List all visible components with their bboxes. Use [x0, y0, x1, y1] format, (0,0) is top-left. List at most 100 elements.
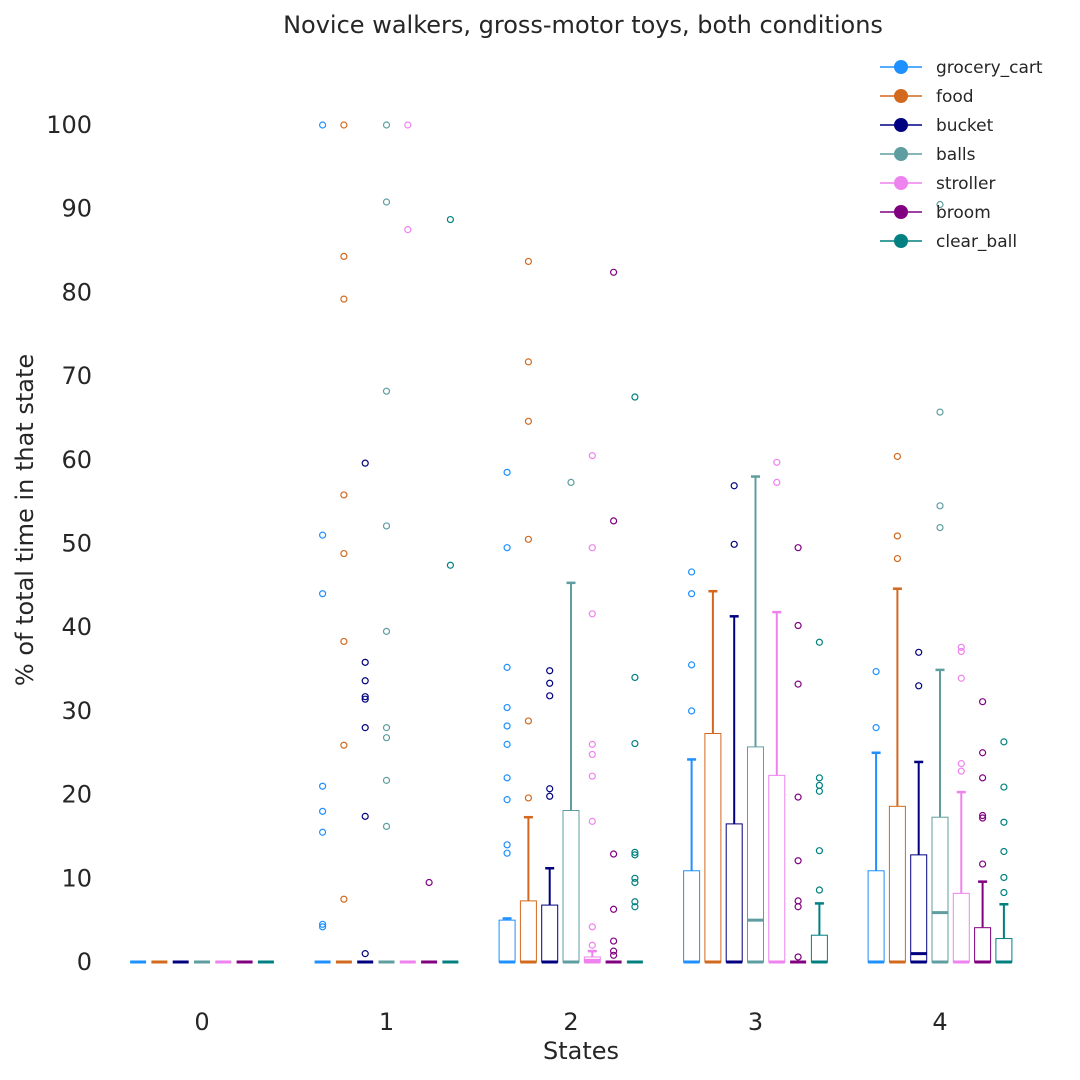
flier-point — [815, 787, 824, 795]
flier-point — [446, 215, 454, 224]
flier-point — [1000, 738, 1008, 746]
flier-point — [794, 680, 802, 688]
flier-point — [404, 226, 412, 234]
flier-point — [794, 793, 802, 801]
flier-point — [687, 590, 696, 598]
flier-point — [503, 663, 511, 671]
flier-point — [609, 951, 618, 959]
flier-point — [340, 491, 348, 499]
flier-point — [319, 920, 327, 928]
box-grocery-cart — [498, 468, 516, 964]
box-rect — [888, 805, 906, 963]
flier-point — [503, 544, 511, 552]
box-rect — [810, 934, 828, 963]
y-tick-label: 60 — [61, 446, 92, 474]
flier-point — [631, 673, 639, 682]
flier-point — [936, 200, 944, 209]
flier-point — [546, 667, 554, 675]
flier-point — [446, 561, 454, 569]
flier-point — [588, 544, 596, 552]
flier-point — [503, 774, 511, 782]
box-bucket — [910, 648, 928, 964]
flier-point — [588, 941, 596, 949]
box-rect — [704, 732, 722, 963]
box-grocery-cart — [867, 667, 885, 964]
flier-point — [893, 532, 902, 540]
flier-point — [730, 540, 738, 548]
box-rect — [519, 900, 537, 963]
box-rect — [747, 746, 764, 963]
flier-point — [815, 781, 824, 789]
flier-point — [794, 544, 802, 552]
flier-point — [1000, 888, 1008, 897]
y-tick-label: 80 — [61, 278, 92, 306]
box-broom — [790, 544, 807, 964]
flier-point — [382, 121, 391, 129]
flier-point — [319, 121, 327, 129]
flier-point — [631, 393, 639, 401]
series-clear-ball — [257, 215, 1013, 964]
flier-point — [609, 905, 618, 913]
flier-point — [524, 358, 533, 366]
flier-point — [382, 724, 391, 732]
flier-point — [631, 739, 639, 748]
box-balls — [931, 200, 949, 964]
series-bucket — [172, 459, 928, 964]
flier-point — [957, 643, 965, 651]
flier-point — [319, 531, 327, 539]
x-tick-label: 1 — [379, 1008, 394, 1036]
flier-point — [503, 703, 511, 712]
box-rect — [974, 927, 992, 963]
box-rect — [995, 938, 1013, 963]
flier-point — [794, 857, 802, 865]
x-axis-ticks: 0 1 2 3 4 — [194, 1008, 947, 1036]
flier-point — [631, 848, 639, 856]
flier-point — [546, 679, 554, 687]
flier-point — [794, 621, 802, 630]
flier-point — [872, 667, 880, 676]
flier-point — [524, 794, 533, 802]
legend-marker — [894, 234, 908, 248]
flier-point — [361, 677, 369, 685]
flier-point — [893, 452, 902, 461]
flier-point — [503, 849, 511, 857]
flier-point — [978, 814, 987, 822]
flier-point — [794, 953, 802, 961]
flier-point — [361, 693, 369, 701]
flier-point — [687, 661, 696, 669]
box-stroller — [768, 458, 786, 964]
flier-point — [588, 817, 596, 825]
box-rect — [867, 870, 885, 963]
flier-point — [957, 767, 965, 775]
flier-point — [382, 198, 391, 206]
box-rect — [910, 854, 928, 963]
box-food — [888, 452, 906, 964]
flier-point — [588, 452, 596, 460]
x-tick-label: 3 — [748, 1008, 763, 1036]
flier-point — [340, 741, 348, 749]
flier-point — [524, 257, 533, 266]
flier-point — [815, 886, 824, 894]
flier-point — [567, 478, 575, 486]
flier-point — [915, 682, 923, 690]
flier-point — [978, 774, 987, 782]
flier-point — [588, 923, 596, 931]
flier-point — [631, 874, 639, 882]
series-stroller — [215, 121, 970, 964]
box-rect — [541, 904, 559, 963]
flier-point — [631, 898, 639, 906]
flier-point — [361, 695, 369, 703]
box-broom — [605, 268, 622, 964]
box-rect — [562, 810, 580, 963]
y-axis-ticks: 0 10 20 30 40 50 60 70 80 90 100 — [46, 111, 92, 976]
box-food — [519, 257, 537, 964]
flier-point — [361, 950, 369, 958]
flier-point — [936, 502, 944, 510]
legend-item-clear-ball: clear_ball — [880, 232, 1017, 252]
box-food — [335, 121, 352, 964]
legend-item-balls: balls — [880, 145, 976, 165]
legend-label: broom — [936, 203, 991, 223]
flier-point — [1000, 847, 1008, 856]
box-broom — [974, 698, 992, 964]
